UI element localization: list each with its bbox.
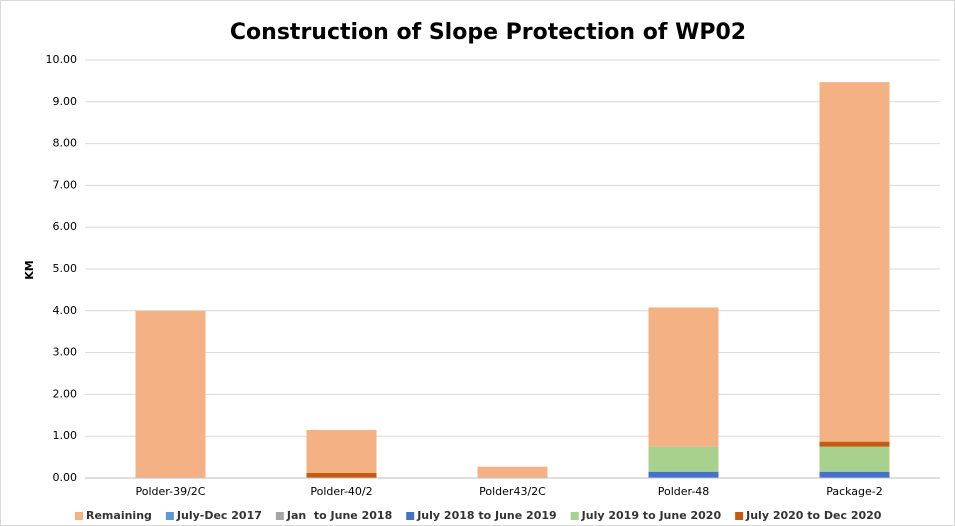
legend-swatch (570, 512, 579, 520)
y-tick-label: 10.00 (46, 53, 78, 66)
legend-swatch (406, 512, 415, 520)
legend-swatch (165, 512, 174, 520)
bar-segment (819, 82, 890, 442)
legend-label: July 2019 to June 2020 (581, 509, 722, 522)
bar-segment (819, 441, 890, 447)
bar-segment (819, 471, 890, 478)
legend-label: July-Dec 2017 (176, 509, 262, 522)
bar-segment (648, 307, 719, 447)
legend-swatch (275, 512, 284, 520)
y-tick-label: 1.00 (53, 429, 78, 442)
y-tick-label: 4.00 (53, 304, 78, 317)
legend-label: Remaining (86, 509, 152, 522)
x-tick-label: Polder-39/2C (136, 485, 206, 498)
bar-segment (648, 471, 719, 478)
bar-segment (819, 446, 890, 472)
y-tick-label: 5.00 (53, 262, 78, 275)
legend-label: July 2020 to Dec 2020 (745, 509, 882, 522)
x-tick-label: Polder43/2C (479, 485, 546, 498)
x-tick-label: Polder-40/2 (310, 485, 372, 498)
legend-swatch (735, 512, 744, 520)
bar-segment (135, 310, 206, 478)
y-tick-label: 2.00 (53, 387, 78, 400)
y-tick-label: 3.00 (53, 346, 78, 359)
y-tick-label: 8.00 (53, 137, 78, 150)
y-axis-label: KM (23, 260, 36, 279)
bar-segment (306, 472, 377, 478)
y-tick-label: 0.00 (53, 471, 78, 484)
legend-label: Jan to June 2018 (286, 509, 392, 522)
bar-segment (477, 466, 548, 478)
y-tick-label: 6.00 (53, 220, 78, 233)
legend-label: July 2018 to June 2019 (416, 509, 556, 522)
x-tick-label: Package-2 (826, 485, 883, 498)
chart-title: Construction of Slope Protection of WP02 (230, 20, 746, 45)
y-tick-label: 7.00 (53, 178, 78, 191)
x-tick-label: Polder-48 (658, 485, 710, 498)
bar-segment (306, 429, 377, 473)
y-tick-label: 9.00 (53, 95, 78, 108)
legend-swatch (75, 512, 83, 520)
bar-segment (648, 446, 719, 472)
